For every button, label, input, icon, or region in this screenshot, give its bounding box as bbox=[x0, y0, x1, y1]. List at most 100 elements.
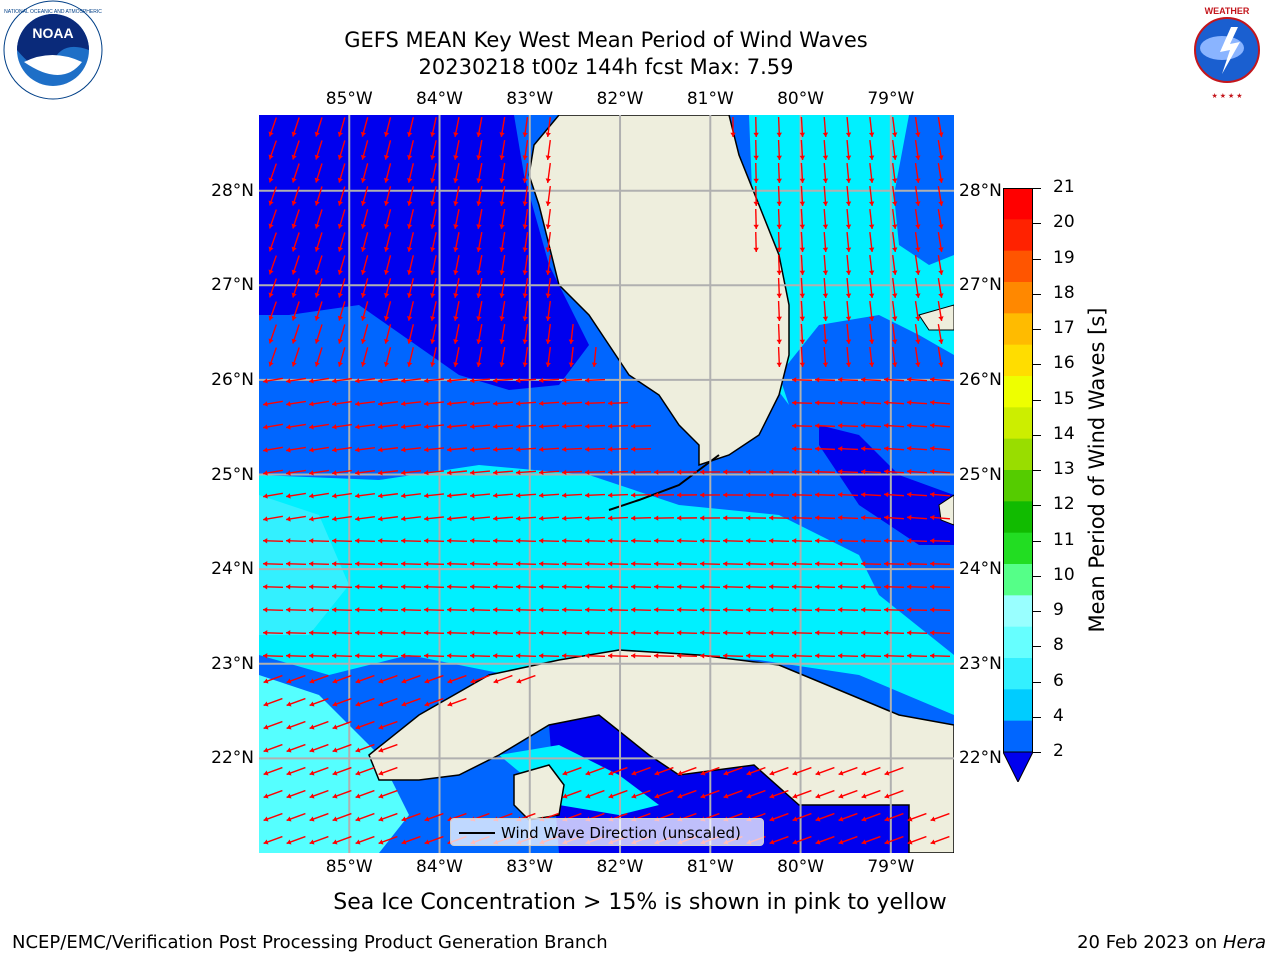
colorbar-tick-mark bbox=[1033, 575, 1041, 577]
direction-arrowhead bbox=[355, 653, 360, 659]
colorbar-tick-label: 19 bbox=[1053, 247, 1075, 268]
colorbar-segment bbox=[1003, 595, 1033, 628]
direction-arrowhead bbox=[268, 338, 274, 344]
direction-arrowhead bbox=[892, 178, 898, 183]
direction-arrowhead bbox=[355, 516, 360, 522]
direction-arrowhead bbox=[424, 607, 429, 613]
direction-arrowhead bbox=[585, 653, 590, 659]
colorbar-tick-label: 16 bbox=[1053, 353, 1075, 374]
direction-arrowhead bbox=[263, 561, 268, 567]
direction-arrowhead bbox=[539, 423, 544, 430]
direction-arrowhead bbox=[332, 816, 338, 822]
map-legend: Wind Wave Direction (unscaled) bbox=[450, 818, 764, 846]
direction-arrowhead bbox=[383, 131, 390, 137]
direction-arrowhead bbox=[516, 400, 521, 407]
direction-arrowhead bbox=[332, 424, 337, 430]
direction-arrowhead bbox=[263, 793, 269, 799]
colorbar-tick-mark bbox=[1033, 752, 1041, 753]
direction-arrowhead bbox=[263, 839, 269, 845]
colorbar-tick-label: 12 bbox=[1053, 494, 1075, 515]
direction-arrowhead bbox=[430, 293, 436, 298]
direction-arrowhead bbox=[522, 270, 528, 275]
direction-arrowhead bbox=[677, 492, 682, 498]
direction-arrowhead bbox=[930, 445, 935, 452]
direction-arrowhead bbox=[608, 538, 613, 544]
direction-arrowhead bbox=[332, 470, 337, 476]
direction-arrowhead bbox=[677, 584, 682, 590]
direction-arrowhead bbox=[845, 247, 852, 252]
direction-arrowhead bbox=[447, 630, 452, 636]
direction-arrowhead bbox=[907, 422, 912, 429]
direction-arrowhead bbox=[539, 492, 544, 499]
direction-arrowhead bbox=[822, 155, 829, 160]
direction-arrowhead bbox=[815, 607, 820, 613]
direction-arrowhead bbox=[585, 770, 591, 776]
direction-arrowhead bbox=[884, 630, 889, 636]
bahamas-land-2 bbox=[938, 494, 954, 526]
direction-arrowhead bbox=[562, 584, 567, 590]
direction-arrowhead bbox=[286, 470, 291, 476]
direction-arrowhead bbox=[861, 816, 867, 822]
direction-arrowhead bbox=[539, 584, 544, 590]
direction-arrowhead bbox=[355, 747, 361, 753]
direction-arrowhead bbox=[401, 584, 406, 590]
direction-arrowhead bbox=[815, 492, 820, 498]
colorbar-tick-label: 8 bbox=[1053, 635, 1064, 656]
direction-arrowhead bbox=[677, 653, 682, 659]
direction-arrowhead bbox=[938, 316, 944, 321]
direction-arrowhead bbox=[585, 446, 590, 452]
direction-arrowhead bbox=[314, 177, 320, 183]
direction-arrowhead bbox=[407, 315, 413, 321]
direction-arrowhead bbox=[424, 515, 429, 522]
direction-arrowhead bbox=[383, 292, 390, 298]
direction-arrowhead bbox=[522, 178, 528, 183]
direction-arrowhead bbox=[884, 816, 890, 822]
direction-arrowhead bbox=[799, 339, 806, 344]
direction-arrowhead bbox=[892, 201, 898, 206]
direction-arrowhead bbox=[355, 470, 360, 476]
lat-tick-label: 24°N bbox=[211, 559, 254, 580]
direction-arrowhead bbox=[291, 246, 297, 252]
direction-arrowhead bbox=[915, 178, 921, 183]
direction-arrowhead bbox=[430, 201, 436, 206]
direction-arrowhead bbox=[861, 653, 866, 659]
direction-arrowhead bbox=[378, 653, 383, 659]
direction-arrowhead bbox=[401, 701, 407, 707]
direction-arrowhead bbox=[838, 377, 843, 383]
direction-arrowhead bbox=[822, 293, 829, 298]
direction-arrowhead bbox=[799, 224, 806, 229]
direction-arrowhead bbox=[263, 747, 269, 753]
direction-arrowhead bbox=[838, 469, 843, 475]
direction-arrowhead bbox=[476, 293, 482, 298]
direction-arrowhead bbox=[424, 423, 429, 430]
direction-arrowhead bbox=[631, 561, 636, 567]
colorbar-segment bbox=[1003, 564, 1033, 596]
direction-arrowhead bbox=[378, 516, 383, 522]
direction-arrowhead bbox=[522, 316, 528, 321]
direction-arrowhead bbox=[930, 561, 935, 567]
direction-arrowhead bbox=[677, 469, 682, 475]
direction-arrowhead bbox=[677, 770, 683, 776]
direction-arrowhead bbox=[309, 678, 315, 684]
direction-arrowhead bbox=[332, 793, 338, 799]
direction-arrowhead bbox=[263, 630, 268, 636]
direction-arrowhead bbox=[332, 607, 337, 613]
direction-arrowhead bbox=[539, 377, 544, 384]
direction-arrowhead bbox=[907, 839, 913, 845]
direction-arrowhead bbox=[378, 561, 383, 567]
direction-arrowhead bbox=[654, 469, 659, 475]
direction-arrowhead bbox=[845, 293, 852, 298]
direction-arrowhead bbox=[591, 362, 598, 367]
direction-arrowhead bbox=[470, 653, 475, 659]
direction-arrowhead bbox=[309, 793, 315, 799]
direction-arrowhead bbox=[286, 653, 291, 659]
direction-arrowhead bbox=[776, 178, 782, 183]
direction-arrowhead bbox=[562, 492, 567, 499]
direction-arrowhead bbox=[868, 155, 875, 160]
direction-arrowhead bbox=[700, 515, 705, 521]
direction-arrowhead bbox=[470, 492, 475, 499]
direction-arrowhead bbox=[938, 155, 944, 160]
direction-arrowhead bbox=[286, 701, 292, 707]
direction-arrowhead bbox=[838, 653, 843, 659]
direction-arrowhead bbox=[545, 224, 551, 229]
